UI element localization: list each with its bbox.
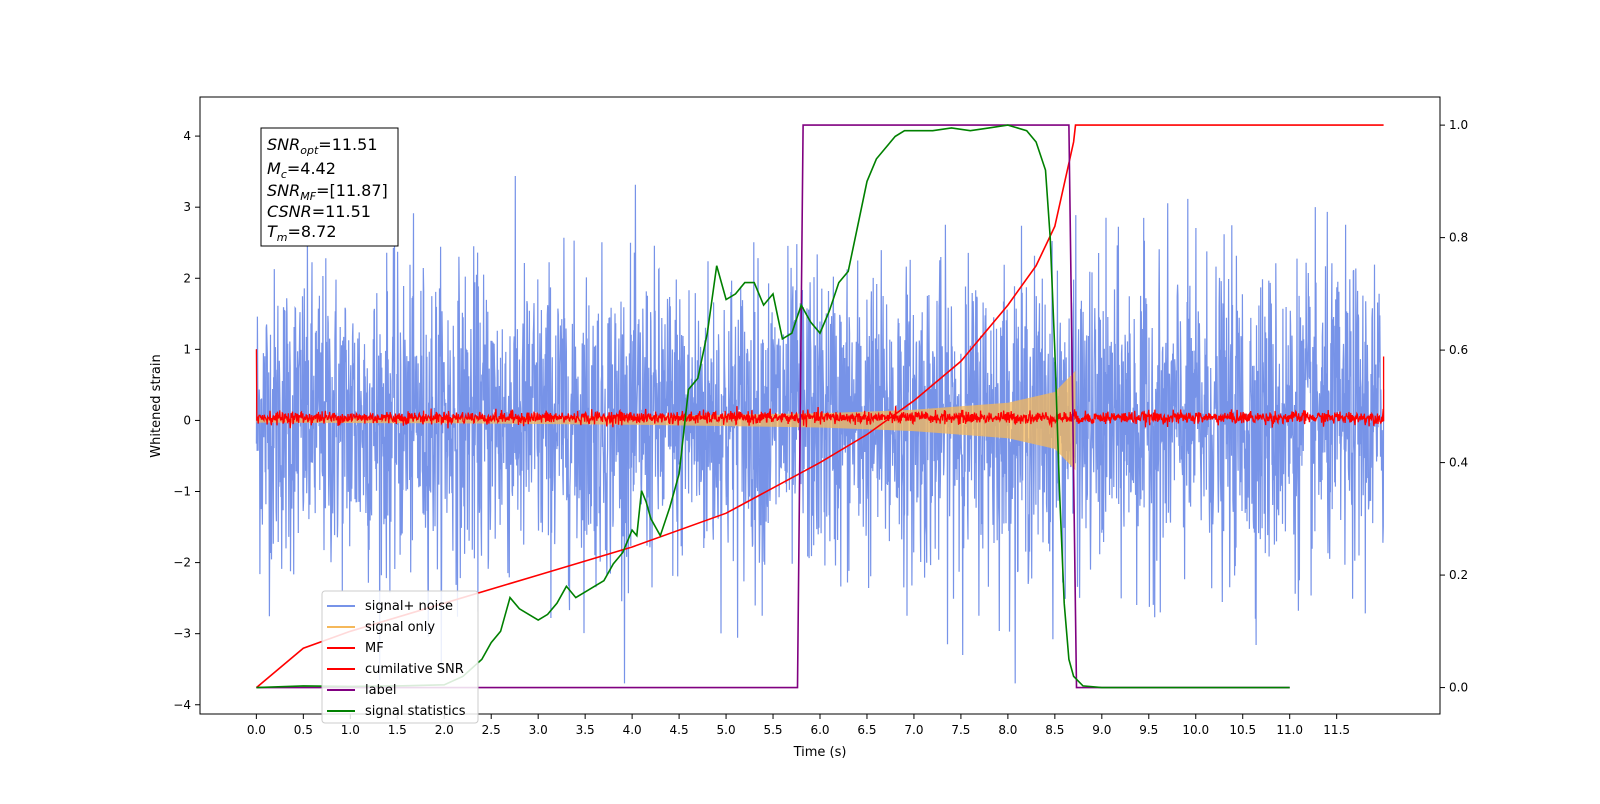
x-tick-label: 4.0 [623, 723, 642, 737]
x-tick-label: 4.5 [670, 723, 689, 737]
x-tick-label: 5.5 [763, 723, 782, 737]
signal-statistics-series [256, 124, 1290, 689]
y-tick-label: −3 [173, 627, 191, 641]
y-tick-label: −1 [173, 485, 191, 499]
axes-layer: 0.0 0.5 1.0 1.5 2.0 2.5 3.0 3.5 4.0 4.5 5.0 5.5 6.0 6… [173, 118, 1468, 737]
y-tick-label: 1 [183, 342, 191, 356]
x-tick-label: 7.5 [951, 723, 970, 737]
info-line-snr-opt: SNRopt=11.51 [267, 135, 378, 157]
y2-tick-label: 0.2 [1449, 568, 1468, 582]
y-tick-label: 2 [183, 271, 191, 285]
legend-label-mf: MF [365, 641, 384, 656]
signal-only-series [256, 370, 1076, 471]
y-tick-label: 3 [183, 200, 191, 214]
x-tick-label: 10.5 [1229, 723, 1256, 737]
info-box-frame [260, 127, 399, 247]
x-tick-label: 11.5 [1323, 723, 1350, 737]
y-tick-label: 0 [183, 413, 191, 427]
y2-tick-label: 1.0 [1449, 118, 1468, 132]
y-axis-label: Whitened strain [149, 354, 164, 457]
x-tick-label: 6.5 [857, 723, 876, 737]
y2-tick-label: 0.8 [1449, 231, 1468, 245]
x-tick-label: 3.5 [576, 723, 595, 737]
legend-frame [321, 590, 479, 724]
y2-tick-label: 0.4 [1449, 456, 1468, 470]
info-line-snr-mf: SNRMF=[11.87] [267, 181, 388, 203]
mf-series [255, 349, 1385, 429]
signal-noise-series [255, 175, 1385, 684]
x-tick-label: 10.0 [1182, 723, 1209, 737]
x-axis-label: Time (s) [793, 745, 847, 760]
stats-info-box: SNRopt=11.51 Mc=4.42 SNRMF=[11.87] CSNR=… [260, 127, 399, 247]
x-tick-label: 0.0 [247, 723, 266, 737]
y-tick-label: −2 [173, 556, 191, 570]
legend-label-signal-statistics: signal statistics [365, 704, 466, 719]
legend-label-signal-only: signal only [365, 620, 435, 635]
x-tick-label: 5.0 [717, 723, 736, 737]
x-tick-label: 2.5 [482, 723, 501, 737]
info-line-csnr: CSNR=11.51 [267, 202, 371, 221]
y2-tick-label: 0.6 [1449, 343, 1468, 357]
x-tick-label: 6.0 [810, 723, 829, 737]
y2-tick-label: 0.0 [1449, 681, 1468, 695]
x-tick-label: 8.5 [1045, 723, 1064, 737]
y-tick-label: 4 [183, 129, 191, 143]
x-tick-label: 7.0 [904, 723, 923, 737]
x-tick-label: 9.0 [1092, 723, 1111, 737]
legend-label-label: label [365, 683, 396, 698]
info-line-tm: Tm=8.72 [267, 222, 337, 244]
x-tick-label: 3.0 [529, 723, 548, 737]
x-tick-label: 11.0 [1276, 723, 1303, 737]
legend: signal+ noise signal only MF cumilative … [321, 590, 479, 724]
legend-label-cumulative-snr: cumilative SNR [365, 662, 464, 677]
x-tick-label: 8.0 [998, 723, 1017, 737]
x-tick-label: 2.0 [435, 723, 454, 737]
x-tick-label: 9.5 [1139, 723, 1158, 737]
x-tick-label: 1.0 [341, 723, 360, 737]
x-tick-label: 1.5 [388, 723, 407, 737]
info-line-mc: Mc=4.42 [267, 159, 336, 181]
y-tick-label: −4 [173, 698, 191, 712]
x-tick-label: 0.5 [294, 723, 313, 737]
legend-label-signal-noise: signal+ noise [365, 599, 453, 614]
